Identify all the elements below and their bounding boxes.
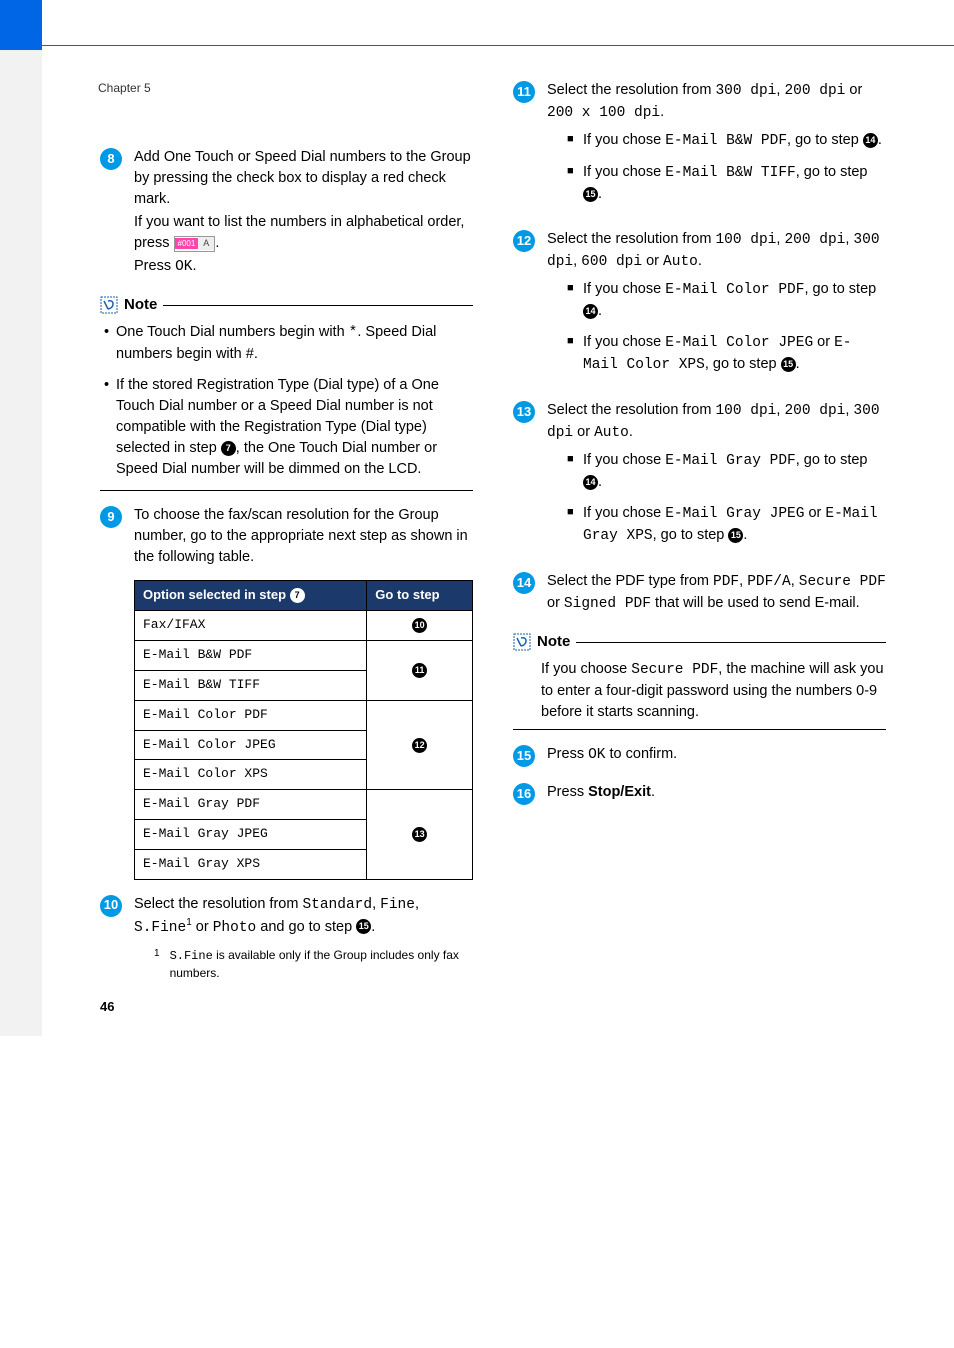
footnote: 1 S.Fine is available only if the Group … <box>154 947 473 983</box>
step-ref-icon: 14 <box>583 304 598 319</box>
step-ref-icon: 14 <box>583 475 598 490</box>
header-accent-bar <box>0 0 42 50</box>
note-title: Note <box>124 294 157 316</box>
step-ref-icon: 12 <box>412 738 427 753</box>
step-12: 12 Select the resolution from 100 dpi, 2… <box>513 229 886 386</box>
step-body: Select the resolution from 300 dpi, 200 … <box>547 80 886 215</box>
step-text: Press OK to confirm. <box>547 744 886 766</box>
step-ref-icon: 7 <box>221 441 236 456</box>
step-ref-icon: 15 <box>781 357 796 372</box>
note-title: Note <box>537 631 570 653</box>
step-number-badge: 14 <box>513 572 535 594</box>
step-text: Select the resolution from 100 dpi, 200 … <box>547 229 886 273</box>
step-number-badge: 16 <box>513 783 535 805</box>
note-rule <box>163 305 473 306</box>
note-bullet: If the stored Registration Type (Dial ty… <box>104 375 471 480</box>
step-text: Press OK. <box>134 256 473 278</box>
note-block: Note One Touch Dial numbers begin with *… <box>100 294 473 491</box>
step-8: 8 Add One Touch or Speed Dial numbers to… <box>100 147 473 280</box>
step-number-badge: 15 <box>513 745 535 767</box>
step-text: To choose the fax/scan resolution for th… <box>134 505 473 568</box>
step-9: 9 To choose the fax/scan resolution for … <box>100 505 473 879</box>
left-column: Chapter 5 8 Add One Touch or Speed Dial … <box>100 80 473 996</box>
step-ref-icon: 14 <box>863 133 878 148</box>
step-14: 14 Select the PDF type from PDF, PDF/A, … <box>513 571 886 617</box>
step-text: Press Stop/Exit. <box>547 782 886 803</box>
step-15: 15 Press OK to confirm. <box>513 744 886 768</box>
chapter-label: Chapter 5 <box>98 80 473 97</box>
step-body: Press OK to confirm. <box>547 744 886 768</box>
sub-bullet: If you chose E-Mail B&W PDF, go to step … <box>567 130 886 152</box>
header-rule <box>42 45 954 46</box>
step-16: 16 Press Stop/Exit. <box>513 782 886 805</box>
note-end-rule <box>100 490 473 491</box>
step-body: Press Stop/Exit. <box>547 782 886 805</box>
step-text: Select the resolution from 300 dpi, 200 … <box>547 80 886 124</box>
step-text: Select the PDF type from PDF, PDF/A, Sec… <box>547 571 886 615</box>
step-ref-icon: 11 <box>412 663 427 678</box>
sort-button-icon: #001 A <box>174 236 216 252</box>
step-ref-icon: 15 <box>583 187 598 202</box>
sub-bullet: If you chose E-Mail B&W TIFF, go to step… <box>567 162 886 205</box>
step-ref-icon: 15 <box>728 528 743 543</box>
step-body: Select the resolution from 100 dpi, 200 … <box>547 400 886 557</box>
step-ref-icon: 7 <box>290 588 305 603</box>
step-body: Select the resolution from 100 dpi, 200 … <box>547 229 886 386</box>
table-header: Go to step <box>367 581 473 611</box>
sub-bullet: If you chose E-Mail Gray PDF, go to step… <box>567 450 886 493</box>
step-ref-icon: 10 <box>412 618 427 633</box>
left-margin-shade <box>0 50 42 1036</box>
table-row: E-Mail Gray PDF 13 <box>135 790 473 820</box>
table-row: E-Mail Color PDF 12 <box>135 700 473 730</box>
step-number-badge: 10 <box>100 895 122 917</box>
step-number-badge: 8 <box>100 148 122 170</box>
step-body: Select the resolution from Standard, Fin… <box>134 894 473 983</box>
step-ref-icon: 15 <box>356 919 371 934</box>
step-number-badge: 11 <box>513 81 535 103</box>
note-bullet: One Touch Dial numbers begin with *. Spe… <box>104 322 471 365</box>
note-icon <box>513 633 531 651</box>
sub-bullet: If you chose E-Mail Color JPEG or E-Mail… <box>567 332 886 376</box>
note-header: Note <box>100 294 473 316</box>
step-body: To choose the fax/scan resolution for th… <box>134 505 473 879</box>
step-text: Add One Touch or Speed Dial numbers to t… <box>134 147 473 210</box>
sub-bullet: If you chose E-Mail Gray JPEG or E-Mail … <box>567 503 886 547</box>
note-icon <box>100 296 118 314</box>
table-row: Fax/IFAX 10 <box>135 611 473 641</box>
note-end-rule <box>513 729 886 730</box>
note-block: Note If you choose Secure PDF, the machi… <box>513 631 886 730</box>
options-table: Option selected in step 7 Go to step Fax… <box>134 580 473 879</box>
step-text: If you want to list the numbers in alpha… <box>134 212 473 254</box>
right-column: 11 Select the resolution from 300 dpi, 2… <box>513 80 886 996</box>
step-ref-icon: 13 <box>412 827 427 842</box>
step-13: 13 Select the resolution from 100 dpi, 2… <box>513 400 886 557</box>
step-text: Select the resolution from Standard, Fin… <box>134 894 473 939</box>
note-header: Note <box>513 631 886 653</box>
table-header: Option selected in step 7 <box>135 581 367 611</box>
step-number-badge: 13 <box>513 401 535 423</box>
step-text: Select the resolution from 100 dpi, 200 … <box>547 400 886 444</box>
note-body: If you choose Secure PDF, the machine wi… <box>513 659 886 723</box>
step-body: Select the PDF type from PDF, PDF/A, Sec… <box>547 571 886 617</box>
sub-bullet: If you chose E-Mail Color PDF, go to ste… <box>567 279 886 322</box>
table-row: E-Mail B&W PDF 11 <box>135 641 473 671</box>
step-number-badge: 9 <box>100 506 122 528</box>
step-number-badge: 12 <box>513 230 535 252</box>
step-11: 11 Select the resolution from 300 dpi, 2… <box>513 80 886 215</box>
page-content: Chapter 5 8 Add One Touch or Speed Dial … <box>0 0 954 1036</box>
note-body: One Touch Dial numbers begin with *. Spe… <box>100 322 473 480</box>
page-number: 46 <box>100 998 114 1017</box>
step-10: 10 Select the resolution from Standard, … <box>100 894 473 983</box>
step-body: Add One Touch or Speed Dial numbers to t… <box>134 147 473 280</box>
note-rule <box>576 642 886 643</box>
